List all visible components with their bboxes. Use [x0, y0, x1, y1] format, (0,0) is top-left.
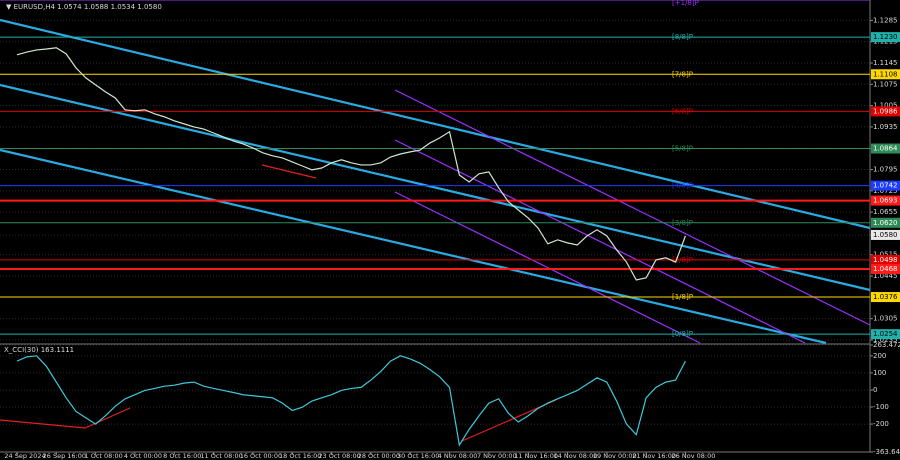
y-tick-label: 1.1285 [873, 16, 898, 24]
level-label: 1.0620 [873, 219, 898, 227]
level-label-box [871, 180, 900, 191]
level-label-box [871, 329, 900, 340]
y-tick-label: 1.0655 [873, 208, 898, 216]
y-tick-label: 1.0305 [873, 315, 898, 323]
level-label: 1.0376 [873, 293, 898, 301]
level-label: 1.0498 [873, 256, 898, 264]
x-tick-label: 8 Oct 16:00 [163, 452, 201, 460]
y-tick-label: 1.0580 [873, 231, 898, 239]
level-label: 1.0468 [873, 265, 898, 273]
y-tick-label: 100 [873, 369, 886, 377]
x-tick-label: 26 Nov 08:00 [672, 452, 716, 460]
y-tick-label: 1.1145 [873, 59, 898, 67]
channel-line [394, 191, 701, 344]
level-tag: [1/8]P [672, 293, 693, 301]
current-price-box [871, 229, 900, 240]
level-label: 1.1108 [873, 70, 898, 78]
x-tick-label: 30 Oct 16:00 [397, 452, 439, 460]
level-label: 1.0693 [873, 197, 898, 205]
indicator-title: X_CCI(30) 163.1111 [4, 346, 74, 354]
level-label-box [871, 69, 900, 80]
y-tick-label: -100 [873, 403, 889, 411]
divergence-line [261, 164, 317, 179]
x-tick-label: 4 Nov 08:00 [438, 452, 478, 460]
divergence-line [0, 407, 131, 429]
channel-line [394, 139, 806, 344]
x-tick-label: 14 Nov 08:00 [554, 452, 598, 460]
level-label-box [871, 32, 900, 43]
x-tick-label: 11 Nov 16:00 [514, 452, 558, 460]
level-label-box [871, 195, 900, 206]
y-tick-label: 1.1075 [873, 80, 898, 88]
level-label: 1.0986 [873, 107, 898, 115]
level-tag: [7/8]P [672, 70, 693, 78]
y-tick-label: 1.0445 [873, 272, 898, 280]
x-tick-label: 28 Oct 00:00 [358, 452, 400, 460]
x-tick-label: 21 Nov 16:00 [632, 452, 676, 460]
price-line [16, 355, 686, 447]
regression-channel [394, 89, 871, 344]
y-tick-label: 0 [873, 386, 877, 394]
y-tick-label: 200 [873, 352, 886, 360]
price-line [16, 47, 687, 281]
level-label-box [871, 292, 900, 303]
x-tick-label: 19 Nov 00:00 [593, 452, 637, 460]
trend-channel [0, 18, 871, 345]
level-tag: [5/8]P [672, 145, 693, 153]
trend-line [0, 83, 871, 292]
y-tick-label: -200 [873, 420, 889, 428]
level-label-box [871, 217, 900, 228]
x-tick-label: 26 Sep 16:00 [43, 452, 86, 460]
y-tick-label: 1.1005 [873, 102, 898, 110]
y-tick-label: 263.4725 [873, 341, 900, 349]
x-tick-label: 23 Oct 08:00 [318, 452, 360, 460]
trend-line [0, 148, 827, 345]
channel-line [394, 89, 871, 326]
x-tick-label: 1 Oct 08:00 [85, 452, 123, 460]
x-tick-label: 11 Oct 08:00 [200, 452, 242, 460]
level-label: 1.0742 [873, 182, 898, 190]
x-tick-label: 18 Oct 16:00 [279, 452, 321, 460]
level-label: 1.1230 [873, 33, 898, 41]
level-tag: [3/8]P [672, 219, 693, 227]
y-tick-label: 1.0725 [873, 187, 898, 195]
y-tick-label: 1.0515 [873, 251, 898, 259]
level-tag: [+1/8]P [672, 0, 699, 7]
level-label: 1.0864 [873, 145, 898, 153]
x-tick-label: 24 Sep 2024 [4, 452, 45, 460]
level-label-box [871, 264, 900, 275]
x-tick-label: 4 Oct 00:00 [124, 452, 162, 460]
level-label-box [871, 254, 900, 265]
level-label-box [871, 106, 900, 117]
level-label: 1.0254 [873, 330, 898, 338]
y-tick-label: 1.0935 [873, 123, 898, 131]
level-tag: [4/8]P [672, 182, 693, 190]
level-tag: [0/8]P [672, 330, 693, 338]
y-tick-label: -363.6411 [873, 448, 900, 456]
y-tick-label: 1.0235 [873, 336, 898, 344]
x-tick-label: 7 Nov 00:00 [477, 452, 517, 460]
x-tick-label: 16 Oct 00:00 [240, 452, 282, 460]
level-tag: [6/8]P [672, 107, 693, 115]
trend-line [0, 18, 871, 230]
y-tick-label: 1.0795 [873, 166, 898, 174]
level-tag: [8/8]P [672, 33, 693, 41]
chart-title: ▼ EURUSD,H4 1.0574 1.0588 1.0534 1.0580 [6, 3, 162, 11]
level-tag: [2/8]P [672, 256, 693, 264]
level-label-box [871, 143, 900, 154]
